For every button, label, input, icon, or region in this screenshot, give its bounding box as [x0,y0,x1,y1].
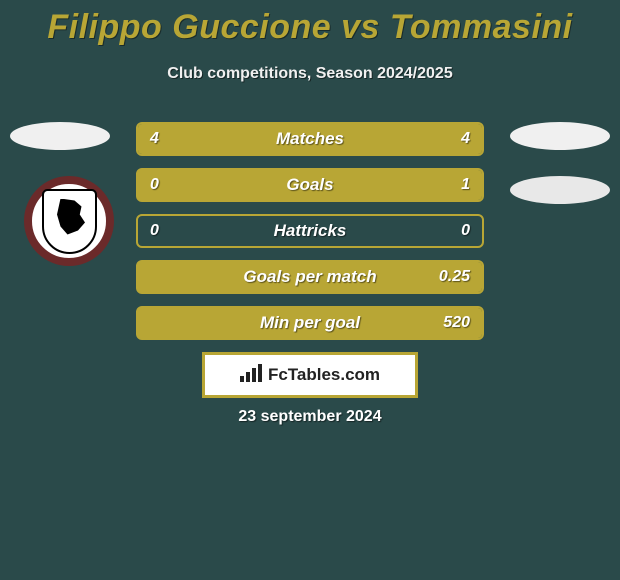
club-shield-icon [42,189,97,254]
stat-row: 0Hattricks0 [136,214,484,248]
comparison-title: Filippo Guccione vs Tommasini [0,0,620,47]
stat-value-right: 0 [412,222,482,240]
player-right-logo-placeholder-2 [510,176,610,204]
stat-row: Goals per match0.25 [136,260,484,294]
stat-value-right: 4 [412,130,482,148]
bars-icon [240,364,262,387]
stat-label: Goals per match [208,267,412,287]
brand-footer: FcTables.com [202,352,418,398]
stat-value-right: 0.25 [412,268,482,286]
snapshot-date: 23 september 2024 [0,408,620,426]
comparison-subtitle: Club competitions, Season 2024/2025 [0,65,620,83]
stats-table: 4Matches40Goals10Hattricks0Goals per mat… [136,122,484,352]
club-badge-left [24,176,114,266]
stat-value-left: 4 [138,130,208,148]
brand-text: FcTables.com [268,365,380,385]
stat-row: Min per goal520 [136,306,484,340]
horse-icon [54,199,89,239]
stat-value-left: 0 [138,176,208,194]
stat-row: 0Goals1 [136,168,484,202]
stat-value-left: 0 [138,222,208,240]
stat-label: Matches [208,129,412,149]
stat-label: Goals [208,175,412,195]
stat-label: Min per goal [208,313,412,333]
stat-label: Hattricks [208,221,412,241]
stat-value-right: 1 [412,176,482,194]
player-left-logo-placeholder [10,122,110,150]
stat-row: 4Matches4 [136,122,484,156]
stat-value-right: 520 [412,314,482,332]
player-right-logo-placeholder-1 [510,122,610,150]
